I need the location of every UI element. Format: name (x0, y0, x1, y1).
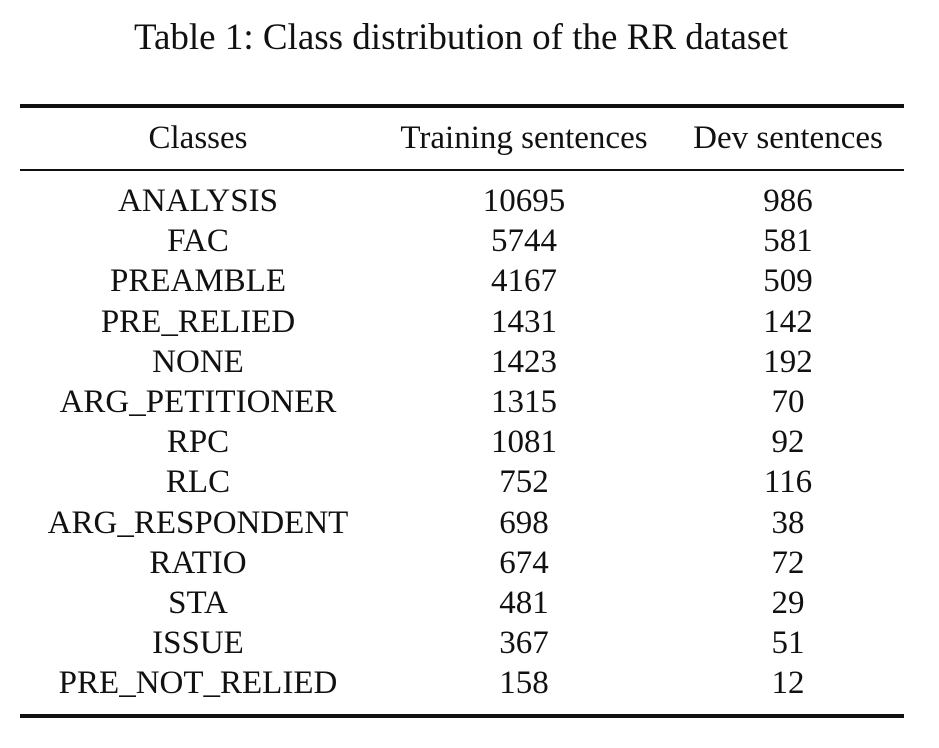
table-row: PRE_RELIED 1431 142 (20, 302, 904, 342)
training-count-cell: 698 (499, 504, 549, 541)
dev-count-cell: 92 (771, 424, 805, 461)
table-header-row: Classes Training sentences Dev sentences (20, 114, 904, 162)
table-row: RATIO 674 72 (20, 543, 904, 583)
header-training-sentences: Training sentences (400, 120, 648, 156)
dev-count-cell: 70 (771, 383, 805, 420)
table-row: ARG_RESPONDENT 698 38 (20, 503, 904, 543)
training-count-cell: 481 (499, 584, 549, 621)
class-cell: RPC (166, 424, 230, 461)
training-count-cell: 10695 (482, 183, 566, 219)
table-header-rule (20, 169, 904, 171)
dev-count-cell: 29 (771, 584, 805, 621)
training-count-cell: 1081 (491, 424, 557, 461)
training-count-cell: 1315 (491, 383, 557, 420)
table-row: FAC 5744 581 (20, 221, 904, 261)
training-count-cell: 4167 (491, 263, 557, 300)
class-cell: ISSUE (152, 625, 244, 662)
training-count-cell: 1423 (491, 343, 557, 380)
table-row: ARG_PETITIONER 1315 70 (20, 382, 904, 422)
dev-count-cell: 986 (763, 183, 813, 219)
dev-count-cell: 51 (771, 625, 805, 662)
dev-count-cell: 116 (763, 464, 813, 501)
table-row: STA 481 29 (20, 583, 904, 623)
class-cell: PRE_RELIED (100, 303, 296, 340)
table-row: ISSUE 367 51 (20, 623, 904, 663)
class-cell: PREAMBLE (109, 263, 287, 300)
header-classes: Classes (148, 120, 248, 156)
class-cell: PRE_NOT_RELIED (58, 665, 338, 702)
training-count-cell: 1431 (491, 303, 557, 340)
training-count-cell: 752 (499, 464, 549, 501)
dev-count-cell: 142 (763, 303, 813, 340)
training-count-cell: 158 (499, 665, 549, 702)
dev-count-cell: 192 (763, 343, 813, 380)
dev-count-cell: 509 (763, 263, 813, 300)
table-row: ANALYSIS 10695 986 (20, 181, 904, 221)
header-dev-sentences: Dev sentences (693, 120, 883, 156)
dev-count-cell: 72 (771, 544, 805, 581)
training-count-cell: 674 (499, 544, 549, 581)
table-row: RLC 752 116 (20, 462, 904, 502)
training-count-cell: 367 (499, 625, 549, 662)
table-top-rule (20, 104, 904, 108)
class-cell: ARG_RESPONDENT (47, 504, 349, 541)
training-count-cell: 5744 (491, 223, 557, 260)
class-cell: NONE (152, 343, 244, 380)
class-cell: STA (168, 584, 228, 621)
table-row: PREAMBLE 4167 509 (20, 261, 904, 301)
class-cell: ANALYSIS (118, 183, 278, 219)
class-cell: ARG_PETITIONER (59, 383, 337, 420)
table-row: NONE 1423 192 (20, 342, 904, 382)
table-row: PRE_NOT_RELIED 158 12 (20, 663, 904, 703)
table-caption: Table 1: Class distribution of the RR da… (133, 17, 789, 58)
dev-count-cell: 581 (763, 223, 813, 260)
class-cell: RLC (165, 464, 231, 501)
table-row: RPC 1081 92 (20, 422, 904, 462)
class-cell: RATIO (149, 544, 247, 581)
dev-count-cell: 38 (771, 504, 805, 541)
table-bottom-rule (20, 714, 904, 718)
table-body: ANALYSIS 10695 986 FAC 5744 581 PREAMBLE 4167 50… (20, 181, 904, 703)
dev-count-cell: 12 (771, 665, 805, 702)
class-cell: FAC (167, 223, 229, 260)
